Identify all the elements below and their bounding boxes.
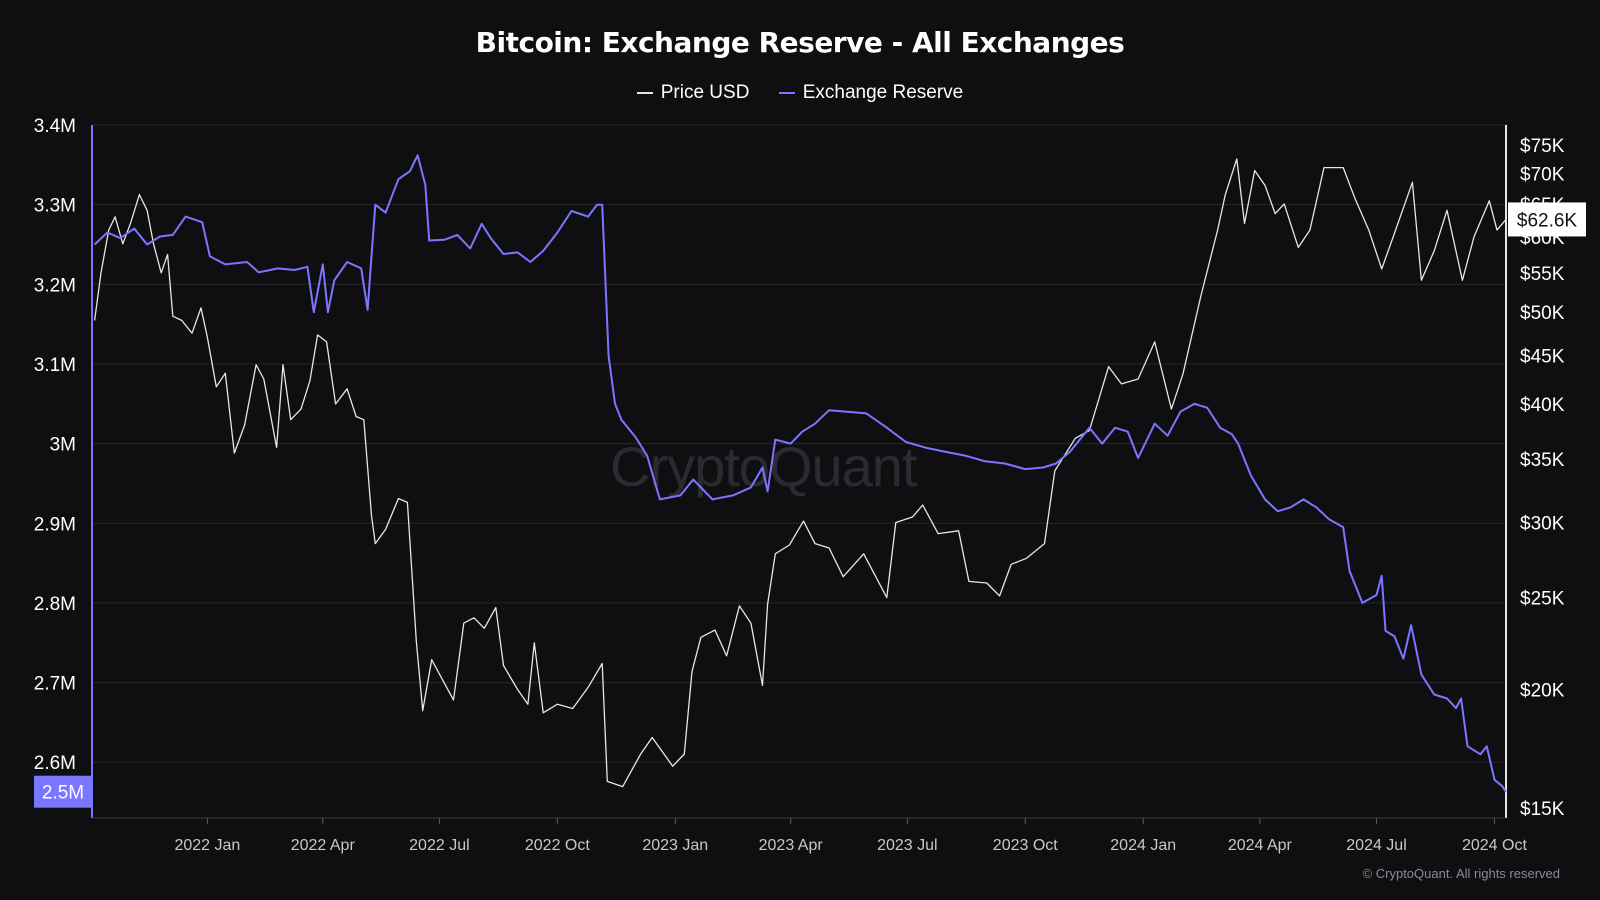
legend-swatch-price (636, 92, 653, 94)
x-tick-label: 2024 Jul (1346, 837, 1407, 854)
watermark: CryptoQuant (610, 435, 917, 498)
y-right-tick-label: $50K (1520, 303, 1565, 324)
current-reserve-badge (34, 775, 92, 808)
copyright-text: © CryptoQuant. All rights reserved (1362, 866, 1560, 881)
legend-label-price: Price USD (660, 82, 750, 103)
y-right-tick-label: $30K (1520, 513, 1565, 534)
x-tick-label: 2024 Apr (1228, 837, 1293, 854)
y-left-tick-label: 3.2M (34, 275, 76, 296)
legend-item-reserve[interactable]: Exchange Reserve (778, 82, 964, 104)
y-left-tick-label: 2.8M (34, 594, 76, 615)
x-tick-label: 2023 Apr (759, 837, 824, 854)
x-tick-label: 2024 Jan (1110, 837, 1176, 854)
current-reserve-label: 2.5M (42, 783, 84, 804)
legend-item-price[interactable]: Price USD (636, 82, 750, 104)
y-right-tick-label: $40K (1520, 395, 1565, 416)
y-left-tick-label: 3.1M (34, 355, 76, 376)
y-left-tick-label: 2.7M (34, 674, 76, 695)
x-tick-label: 2023 Oct (993, 837, 1058, 854)
chart-title: Bitcoin: Exchange Reserve - All Exchange… (475, 26, 1125, 59)
legend-label-reserve: Exchange Reserve (802, 82, 964, 103)
x-tick-label: 2024 Oct (1462, 837, 1527, 854)
series-line-exchange-reserve (93, 154, 1507, 793)
x-tick-label: 2022 Oct (525, 837, 590, 854)
x-tick-label: 2023 Jan (642, 837, 708, 854)
legend-swatch-reserve (778, 92, 795, 94)
y-right-tick-label: $70K (1520, 164, 1565, 185)
x-tick-label: 2022 Jul (409, 837, 470, 854)
y-left-tick-label: 2.9M (34, 514, 76, 535)
y-right-tick-label: $15K (1520, 799, 1565, 820)
y-left-tick-label: 3M (50, 435, 76, 456)
y-right-tick-label: $75K (1520, 136, 1565, 157)
y-left-tick-label: 3.3M (34, 196, 76, 217)
legend: Price USD Exchange Reserve (0, 78, 1600, 104)
current-price-label: $62.6K (1517, 210, 1578, 231)
series-line-price-usd (93, 158, 1507, 788)
y-left-tick-label: 2.6M (34, 753, 76, 774)
y-right-tick-label: $45K (1520, 346, 1565, 367)
current-price-badge (1508, 202, 1586, 237)
y-right-tick-label: $35K (1520, 450, 1565, 471)
y-right-tick-label: $25K (1520, 589, 1565, 610)
x-tick-label: 2022 Jan (174, 837, 240, 854)
x-tick-label: 2023 Jul (877, 837, 938, 854)
y-right-tick-label: $55K (1520, 264, 1565, 285)
y-right-tick-label: $20K (1520, 680, 1565, 701)
x-tick-label: 2022 Apr (291, 837, 356, 854)
y-left-tick-label: 3.4M (34, 116, 76, 137)
